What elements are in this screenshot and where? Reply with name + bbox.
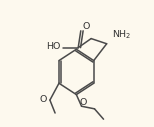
Text: NH$_2$: NH$_2$ [112, 28, 131, 41]
Text: HO: HO [46, 43, 60, 51]
Text: O: O [39, 95, 47, 104]
Text: O: O [79, 98, 87, 107]
Text: O: O [82, 22, 90, 31]
